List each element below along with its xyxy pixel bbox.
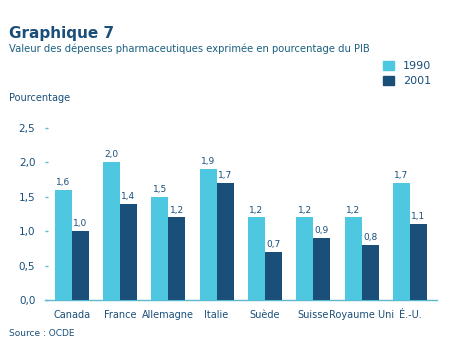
Text: 1,2: 1,2 <box>249 206 264 215</box>
Text: Graphique 7: Graphique 7 <box>9 26 114 41</box>
Bar <box>54 190 72 300</box>
Text: 1,9: 1,9 <box>201 157 215 166</box>
Text: 1,4: 1,4 <box>122 192 135 201</box>
Legend: 1990, 2001: 1990, 2001 <box>382 61 431 86</box>
Bar <box>72 231 89 300</box>
Bar <box>216 183 234 300</box>
Text: 1,2: 1,2 <box>346 206 360 215</box>
Bar <box>362 245 378 300</box>
Text: 1,2: 1,2 <box>170 206 184 215</box>
Text: 0,8: 0,8 <box>363 233 377 242</box>
Text: 1,2: 1,2 <box>298 206 312 215</box>
Text: Source : OCDE: Source : OCDE <box>9 329 75 338</box>
Bar <box>151 197 168 300</box>
Text: 1,5: 1,5 <box>153 185 167 194</box>
Bar <box>345 217 362 300</box>
Text: Pourcentage: Pourcentage <box>9 93 70 103</box>
Bar <box>265 252 282 300</box>
Text: 1,6: 1,6 <box>56 178 70 187</box>
Bar <box>168 217 185 300</box>
Text: Valeur des dépenses pharmaceutiques exprimée en pourcentage du PIB: Valeur des dépenses pharmaceutiques expr… <box>9 43 370 53</box>
Bar <box>410 224 427 300</box>
Text: 1,7: 1,7 <box>394 171 409 180</box>
Text: 0,9: 0,9 <box>315 226 329 235</box>
Bar <box>313 238 330 300</box>
Bar <box>297 217 313 300</box>
Text: 0,7: 0,7 <box>266 240 280 249</box>
Text: G: G <box>9 6 23 23</box>
Bar <box>200 169 216 300</box>
Text: 1,1: 1,1 <box>411 213 426 221</box>
Bar <box>103 162 120 300</box>
Text: 2,0: 2,0 <box>104 150 118 159</box>
Bar <box>248 217 265 300</box>
Bar <box>393 183 410 300</box>
Text: 1,0: 1,0 <box>73 219 87 228</box>
Bar <box>120 204 137 300</box>
Text: 1,7: 1,7 <box>218 171 232 180</box>
